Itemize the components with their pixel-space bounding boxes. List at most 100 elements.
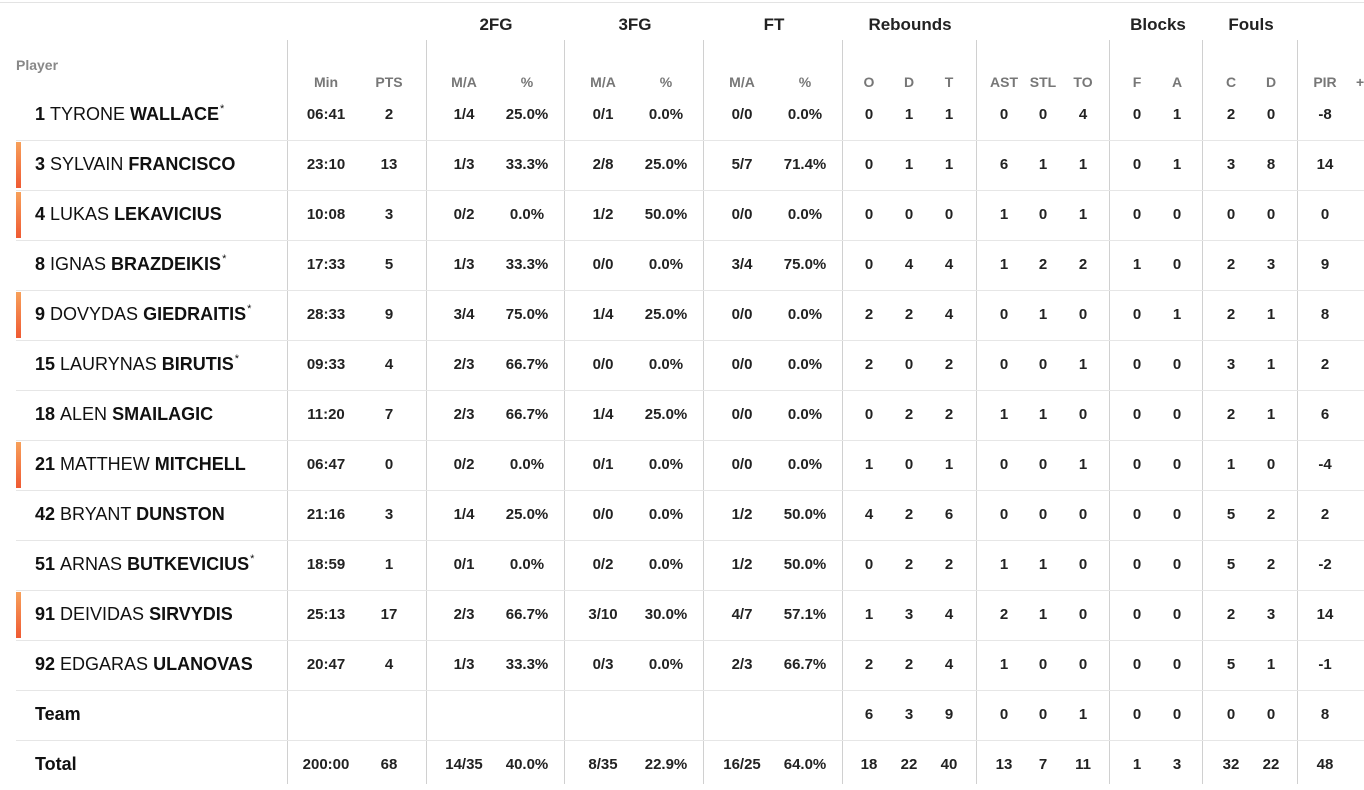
player-name-link[interactable]: 3 SYLVAIN FRANCISCO bbox=[35, 154, 236, 175]
group-header-rebounds: Rebounds bbox=[868, 15, 952, 34]
player-name-link[interactable]: 8 IGNAS BRAZDEIKIS* bbox=[35, 253, 226, 275]
table-row: 9 DOVYDAS GIEDRAITIS* 28:33 9 3/4 75.0% 1/4 25.… bbox=[16, 290, 1364, 341]
stat-cell: 18 bbox=[860, 756, 878, 773]
player-name-link[interactable]: 1 TYRONE WALLACE* bbox=[35, 103, 224, 125]
stat-cell: 21:16 bbox=[306, 506, 346, 523]
stat-cell: 23:10 bbox=[306, 156, 346, 173]
stat-cell: 0.0% bbox=[509, 556, 545, 573]
starter-asterisk: * bbox=[234, 353, 240, 365]
player-name-link[interactable]: 15 LAURYNAS BIRUTIS* bbox=[35, 353, 240, 375]
stat-cell: 1/2 bbox=[731, 556, 753, 573]
starter-indicator-bar bbox=[16, 442, 21, 488]
player-name-link[interactable]: 4 LUKAS LEKAVICIUS bbox=[35, 204, 223, 225]
stat-cell: 33.3% bbox=[505, 656, 549, 673]
column-header[interactable]: T bbox=[944, 74, 954, 90]
stat-cell: 09:33 bbox=[306, 356, 346, 373]
stat-cell: 13 bbox=[380, 156, 398, 173]
table-row: 3 SYLVAIN FRANCISCO 23:10 13 1/3 33.3% 2/8 25.0… bbox=[16, 140, 1364, 191]
stat-cell: 0 bbox=[1172, 356, 1182, 373]
stat-cell: 20:47 bbox=[306, 656, 346, 673]
column-header[interactable]: Min bbox=[313, 74, 339, 90]
stat-cell: 6 bbox=[864, 706, 874, 723]
player-number: 8 bbox=[35, 254, 46, 274]
stat-cell: 66.7% bbox=[783, 656, 827, 673]
stat-cell: 25.0% bbox=[644, 306, 688, 323]
stat-cell: 1 bbox=[1226, 456, 1236, 473]
column-header[interactable]: PTS bbox=[375, 74, 403, 90]
stat-cell: 0 bbox=[1226, 706, 1236, 723]
stat-cell: 64.0% bbox=[783, 756, 827, 773]
column-header[interactable]: D bbox=[903, 74, 915, 90]
column-header[interactable]: A bbox=[1171, 74, 1183, 90]
stat-cell: 6 bbox=[999, 156, 1009, 173]
player-name-link[interactable]: 91 DEIVIDAS SIRVYDIS bbox=[35, 604, 234, 625]
player-name-link[interactable]: 21 MATTHEW MITCHELL bbox=[35, 454, 247, 475]
player-name-link[interactable]: 9 DOVYDAS GIEDRAITIS* bbox=[35, 303, 251, 325]
stat-cell: 0/0 bbox=[731, 106, 753, 123]
stat-cell: 0 bbox=[1172, 656, 1182, 673]
column-header[interactable]: TO bbox=[1073, 74, 1093, 90]
stat-cell: 0.0% bbox=[648, 556, 684, 573]
player-name-link[interactable]: 92 EDGARAS ULANOVAS bbox=[35, 654, 254, 675]
column-header[interactable]: AST bbox=[990, 74, 1018, 90]
stat-cell: 17:33 bbox=[306, 256, 346, 273]
team-label: Team bbox=[35, 704, 81, 724]
player-last-name: SMAILAGIC bbox=[112, 404, 214, 424]
stat-cell: 25.0% bbox=[505, 506, 549, 523]
stat-cell: 0.0% bbox=[787, 356, 823, 373]
stat-cell: 11 bbox=[1075, 756, 1091, 773]
stat-cell: 3 bbox=[1226, 356, 1236, 373]
column-divider bbox=[976, 40, 977, 784]
player-last-name: DUNSTON bbox=[136, 504, 225, 524]
starter-indicator-bar bbox=[16, 592, 21, 638]
column-header[interactable]: O bbox=[863, 74, 875, 90]
stat-cell: 2 bbox=[864, 306, 874, 323]
column-header[interactable]: C bbox=[1225, 74, 1237, 90]
player-last-name: MITCHELL bbox=[154, 454, 246, 474]
player-column-header[interactable]: Player bbox=[16, 57, 59, 73]
stat-cell: 0.0% bbox=[509, 456, 545, 473]
stat-cell: 200:00 bbox=[302, 756, 350, 773]
stat-cell: 9 bbox=[384, 306, 394, 323]
player-name-link[interactable]: 18 ALEN SMAILAGIC bbox=[35, 404, 214, 425]
column-header[interactable]: M/A bbox=[451, 74, 477, 90]
stat-cell: 0 bbox=[1172, 556, 1182, 573]
stat-cell: 22 bbox=[900, 756, 918, 773]
player-first-name: DOVYDAS bbox=[50, 304, 139, 324]
stat-cell: 9 bbox=[1320, 256, 1330, 273]
stat-cell: 1 bbox=[1078, 706, 1088, 723]
stat-cell: 0 bbox=[904, 456, 914, 473]
stat-cell: 4 bbox=[864, 506, 874, 523]
column-divider bbox=[703, 40, 704, 784]
stat-cell: 0 bbox=[999, 706, 1009, 723]
stat-cell: 1 bbox=[944, 456, 954, 473]
stat-cell: 33.3% bbox=[505, 156, 549, 173]
stat-cell: 0.0% bbox=[787, 306, 823, 323]
stat-cell: 1 bbox=[1132, 256, 1142, 273]
stat-cell: 5 bbox=[384, 256, 394, 273]
column-header[interactable]: M/A bbox=[590, 74, 616, 90]
column-header[interactable]: STL bbox=[1029, 74, 1057, 90]
stat-cell: 0/0 bbox=[731, 206, 753, 223]
player-name-link[interactable]: 42 BRYANT DUNSTON bbox=[35, 504, 226, 525]
column-header[interactable]: D bbox=[1265, 74, 1277, 90]
column-divider bbox=[564, 40, 565, 784]
column-header[interactable]: F bbox=[1132, 74, 1142, 90]
stat-cell: 0/2 bbox=[453, 206, 475, 223]
column-header[interactable]: % bbox=[798, 74, 812, 90]
column-header[interactable]: % bbox=[659, 74, 673, 90]
stat-cell: 14 bbox=[1316, 156, 1334, 173]
stat-cell: 0.0% bbox=[787, 456, 823, 473]
stat-cell: 0 bbox=[1132, 306, 1142, 323]
player-first-name: TYRONE bbox=[50, 104, 126, 124]
column-header[interactable]: +/ bbox=[1355, 74, 1364, 90]
column-header[interactable]: PIR bbox=[1313, 74, 1337, 90]
stat-cell: 1/3 bbox=[453, 156, 475, 173]
column-header[interactable]: % bbox=[520, 74, 534, 90]
stat-cell: 0/0 bbox=[731, 406, 753, 423]
stat-cell: 1/3 bbox=[453, 656, 475, 673]
player-number: 3 bbox=[35, 154, 46, 174]
player-name-link[interactable]: 51 ARNAS BUTKEVICIUS* bbox=[35, 553, 254, 575]
column-header[interactable]: M/A bbox=[729, 74, 755, 90]
stat-cell: 1/2 bbox=[731, 506, 753, 523]
